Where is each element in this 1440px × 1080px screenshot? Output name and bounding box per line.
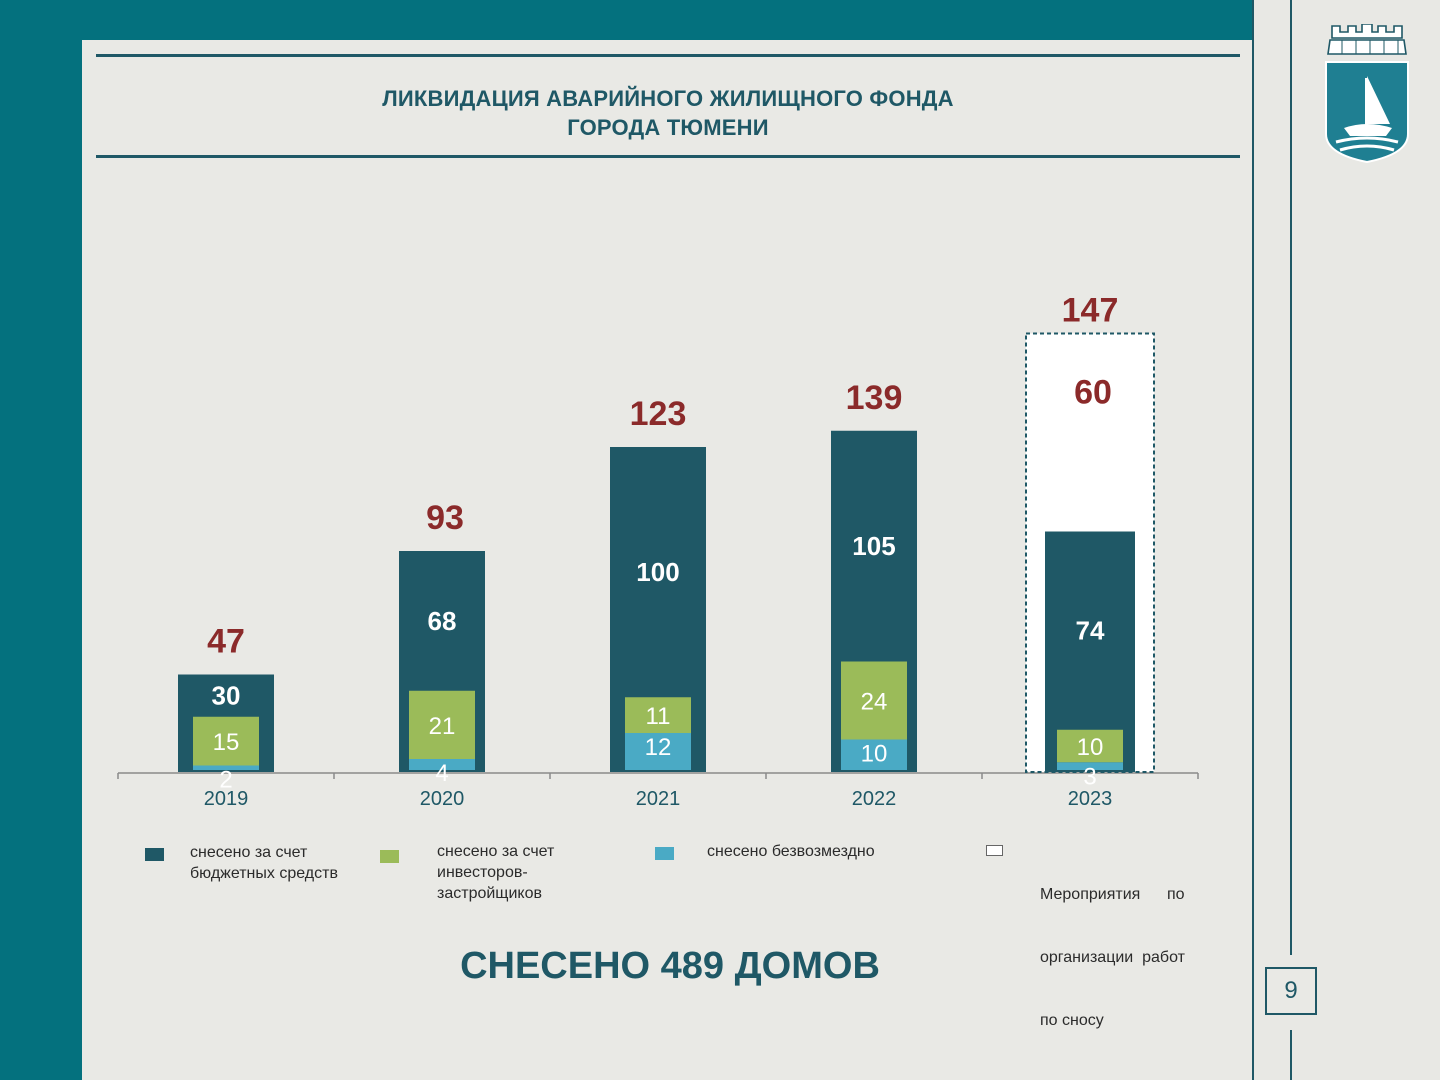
title-rule-bottom <box>96 155 1240 158</box>
bar-free-2020 <box>409 759 475 770</box>
bar-free-2023 <box>1057 762 1123 770</box>
label-budget-2021: 100 <box>636 557 679 587</box>
label-budget-2023: 74 <box>1076 616 1105 646</box>
legend-label-investors-line-2: инвесторов- <box>437 864 528 881</box>
legend-swatch-budget <box>145 848 164 861</box>
legend-swatch-planned <box>986 845 1003 856</box>
label-planned-2023: 60 <box>1074 374 1112 412</box>
slide-title-line-1: ЛИКВИДАЦИЯ АВАРИЙНОГО ЖИЛИЩНОГО ФОНДА <box>382 86 954 111</box>
city-emblem-icon <box>1325 24 1409 164</box>
right-panel-divider <box>1252 0 1254 1080</box>
label-total-2019: 47 <box>207 623 245 661</box>
label-budget-2019: 30 <box>212 681 241 711</box>
page-number: 9 <box>1265 967 1317 1015</box>
label-free-2020: 4 <box>435 760 448 787</box>
x-tick-label-2022: 2022 <box>852 788 897 810</box>
label-free-2022: 10 <box>861 741 888 768</box>
label-free-2023: 3 <box>1083 763 1096 790</box>
right-panel-line-top <box>1290 0 1292 955</box>
legend-label-investors-line-1: снесено за счет <box>437 843 555 860</box>
label-total-2021: 123 <box>630 395 687 433</box>
label-total-2020: 93 <box>426 499 464 537</box>
label-budget-2022: 105 <box>852 531 895 561</box>
legend-label-planned-line-1: Мероприятия по <box>1040 886 1185 903</box>
legend-label-planned-line-3: по сносу <box>1040 1012 1104 1029</box>
legend-label-free-line-1: снесено безвозмездно <box>707 843 875 860</box>
legend-label-budget-line-2: бюджетных средств <box>190 865 338 882</box>
legend-label-investors-line-3: застройщиков <box>437 885 542 902</box>
bar-investors-2022 <box>841 661 907 740</box>
bar-free-2019 <box>193 765 259 770</box>
label-investors-2021: 11 <box>646 703 671 730</box>
legend-swatch-investors <box>380 850 399 863</box>
bar-investors-2021 <box>625 697 691 733</box>
bar-free-2022 <box>841 739 907 770</box>
summary-total: СНЕСЕНО 489 ДОМОВ <box>460 945 880 987</box>
slide-title-line-2: ГОРОДА ТЮМЕНИ <box>567 115 769 140</box>
bar-free-2021 <box>625 733 691 770</box>
x-tick-label-2019: 2019 <box>204 788 249 810</box>
label-investors-2020: 21 <box>429 713 456 740</box>
title-rule-top <box>96 54 1240 57</box>
label-free-2019: 2 <box>219 767 232 794</box>
left-accent-band <box>0 0 82 1080</box>
bar-investors-2019 <box>193 716 259 766</box>
legend-swatch-free <box>655 847 674 860</box>
slide-title: ЛИКВИДАЦИЯ АВАРИЙНОГО ЖИЛИЩНОГО ФОНДА ГО… <box>96 84 1240 142</box>
label-total-2023: 147 <box>1062 292 1119 330</box>
bar-investors-2020 <box>409 690 475 759</box>
label-investors-2023: 10 <box>1077 734 1104 761</box>
x-tick-label-2021: 2021 <box>636 788 681 810</box>
x-tick-label-2023: 2023 <box>1068 788 1113 810</box>
label-budget-2020: 68 <box>428 606 457 636</box>
right-panel-line-bottom <box>1290 1030 1292 1080</box>
legend-label-planned-line-2: организации работ <box>1040 949 1185 966</box>
label-free-2021: 12 <box>645 734 672 761</box>
label-investors-2019: 15 <box>213 729 240 756</box>
x-tick-label-2020: 2020 <box>420 788 465 810</box>
label-investors-2022: 24 <box>861 689 888 716</box>
top-accent-band <box>82 0 1254 40</box>
legend-label-budget-line-1: снесено за счет <box>190 844 308 861</box>
label-total-2022: 139 <box>846 379 903 417</box>
bar-investors-2023 <box>1057 729 1123 763</box>
